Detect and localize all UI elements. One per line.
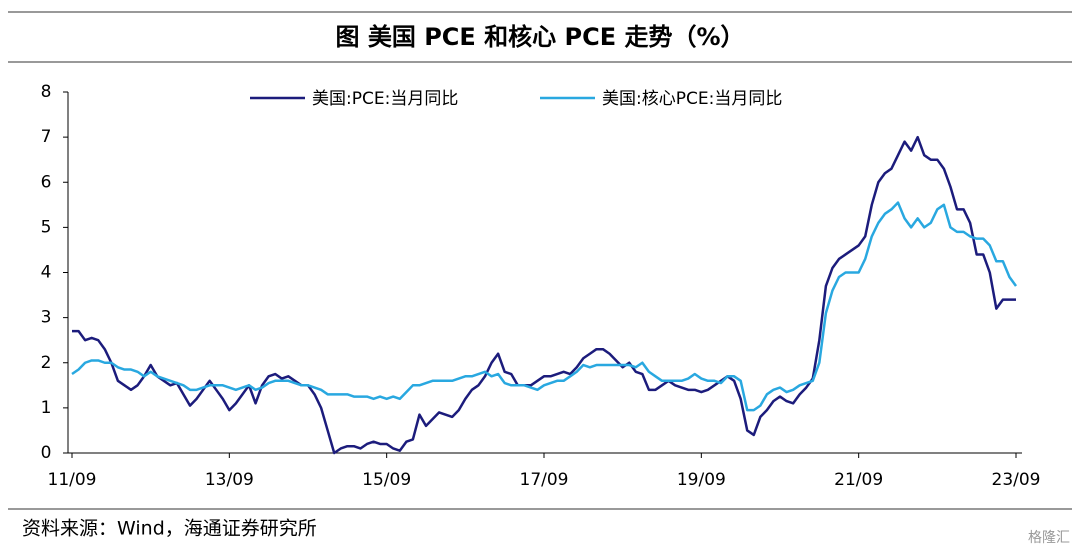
legend-label: 美国:PCE:当月同比 [312,89,458,109]
y-tick-label: 5 [41,217,52,237]
y-tick-label: 0 [41,443,52,463]
y-tick-label: 8 [41,82,52,102]
x-tick-label: 13/09 [205,470,254,490]
y-tick-label: 7 [41,127,52,147]
x-tick-label: 23/09 [992,470,1041,490]
y-tick-label: 1 [41,398,52,418]
watermark: 格隆汇 [1028,530,1070,546]
y-tick-label: 4 [41,263,52,283]
source-note: 资料来源：Wind，海通证券研究所 [22,518,317,540]
x-tick-label: 17/09 [520,470,569,490]
y-tick-label: 2 [41,353,52,373]
y-tick-label: 6 [41,172,52,192]
x-tick-label: 21/09 [834,470,883,490]
y-tick-label: 3 [41,308,52,328]
chart-title: 图 美国 PCE 和核心 PCE 走势（%） [335,23,744,51]
series-line [71,201,1018,412]
legend-label: 美国:核心PCE:当月同比 [602,89,782,109]
x-tick-label: 19/09 [677,470,726,490]
series-line [72,135,1016,455]
x-tick-label: 15/09 [362,470,411,490]
x-tick-label: 11/09 [48,470,97,490]
